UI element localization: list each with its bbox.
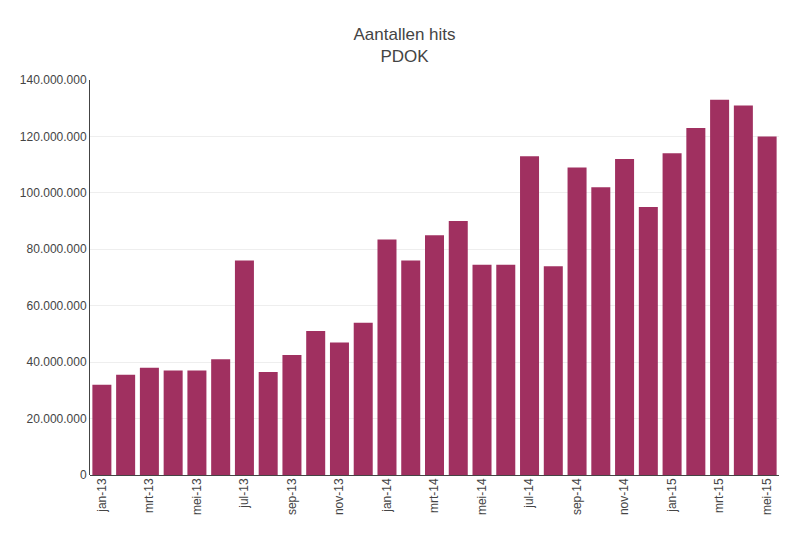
svg-text:jul-13: jul-13 <box>237 478 251 509</box>
svg-text:mrt-15: mrt-15 <box>713 478 727 513</box>
svg-text:jan-14: jan-14 <box>380 478 394 513</box>
svg-text:120.000.000: 120.000.000 <box>20 130 87 144</box>
svg-text:mei-14: mei-14 <box>475 478 489 515</box>
svg-text:jul-14: jul-14 <box>522 478 536 509</box>
svg-text:mei-13: mei-13 <box>190 478 204 515</box>
svg-text:mei-15: mei-15 <box>760 478 774 515</box>
svg-text:mrt-14: mrt-14 <box>427 478 441 513</box>
svg-text:40.000.000: 40.000.000 <box>27 355 87 369</box>
svg-text:jan-15: jan-15 <box>665 478 679 513</box>
svg-text:nov-14: nov-14 <box>617 478 631 515</box>
svg-text:sep-14: sep-14 <box>570 478 584 515</box>
svg-text:80.000.000: 80.000.000 <box>27 242 87 256</box>
svg-text:sep-13: sep-13 <box>285 478 299 515</box>
svg-text:100.000.000: 100.000.000 <box>20 186 87 200</box>
svg-text:140.000.000: 140.000.000 <box>20 73 87 87</box>
svg-text:jan-13: jan-13 <box>95 478 109 513</box>
svg-text:nov-13: nov-13 <box>332 478 346 515</box>
svg-text:Aantallen hitsPDOK: Aantallen hitsPDOK <box>353 25 455 66</box>
svg-text:60.000.000: 60.000.000 <box>27 299 87 313</box>
svg-text:20.000.000: 20.000.000 <box>27 412 87 426</box>
svg-text:0: 0 <box>80 468 87 482</box>
svg-text:mrt-13: mrt-13 <box>142 478 156 513</box>
